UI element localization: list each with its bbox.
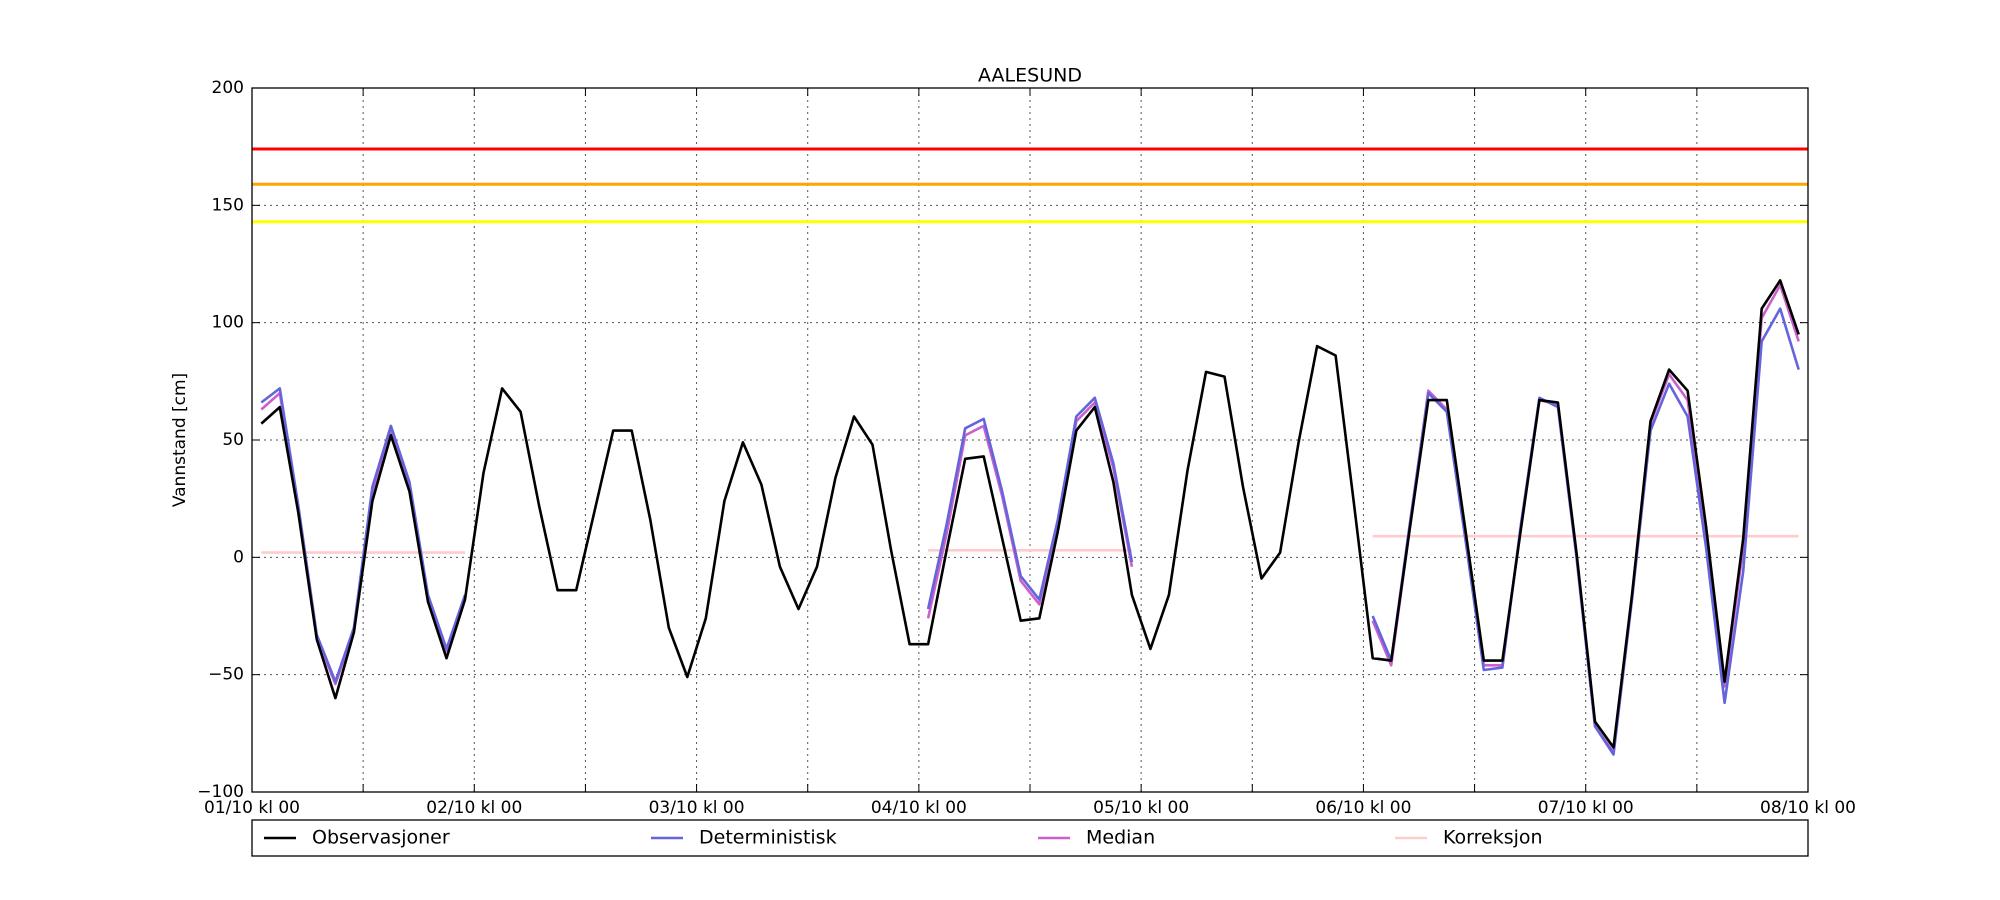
series-line bbox=[260, 307, 1800, 756]
legend-label: Median bbox=[1086, 827, 1155, 849]
y-axis-label: Vannstand [cm] bbox=[170, 373, 190, 507]
series-line bbox=[260, 279, 1800, 749]
y-tick-label: 150 bbox=[212, 195, 244, 215]
x-tick-label: 08/10 kl 00 bbox=[1760, 798, 1856, 818]
x-tick-label: 03/10 kl 00 bbox=[649, 798, 745, 818]
x-tick-label: 05/10 kl 00 bbox=[1093, 798, 1189, 818]
x-tick-label: 07/10 kl 00 bbox=[1538, 798, 1634, 818]
x-tick-label: 02/10 kl 00 bbox=[426, 798, 522, 818]
y-tick-label: 0 bbox=[233, 547, 244, 567]
legend-label: Observasjoner bbox=[312, 827, 450, 849]
x-tick-label: 01/10 kl 00 bbox=[204, 798, 300, 818]
x-tick-label: 04/10 kl 00 bbox=[871, 798, 967, 818]
legend-label: Deterministisk bbox=[699, 827, 837, 849]
legend-box bbox=[251, 819, 1809, 857]
legend-label: Korreksjon bbox=[1443, 827, 1543, 849]
x-tick-label: 06/10 kl 00 bbox=[1315, 798, 1411, 818]
chart-title: AALESUND bbox=[978, 65, 1082, 87]
y-tick-label: 200 bbox=[212, 78, 244, 98]
y-tick-label: 100 bbox=[212, 313, 244, 333]
plot-frame bbox=[251, 87, 1809, 793]
y-tick-label: −100 bbox=[197, 782, 244, 802]
y-tick-label: −50 bbox=[208, 665, 244, 685]
y-tick-label: 50 bbox=[222, 430, 244, 450]
